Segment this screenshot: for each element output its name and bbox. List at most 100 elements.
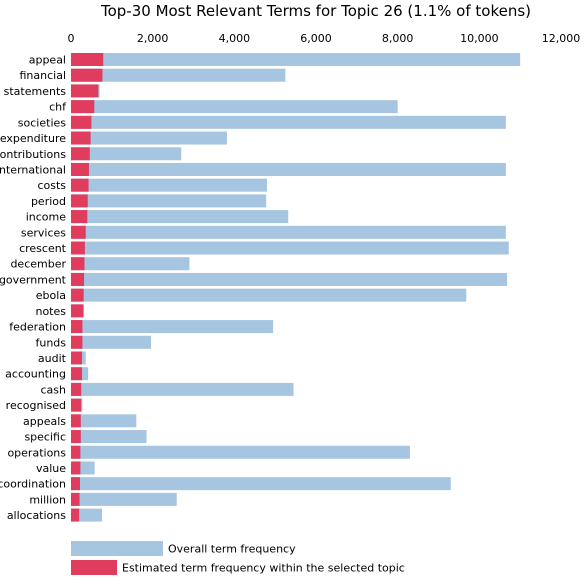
term-label: contributions xyxy=(0,148,66,161)
topic-frequency-bar xyxy=(71,84,99,98)
term-label: costs xyxy=(37,179,66,192)
topic-frequency-bar xyxy=(71,178,89,192)
topic-frequency-bar xyxy=(71,131,91,145)
term-label: chf xyxy=(49,101,67,114)
term-label: period xyxy=(31,195,66,208)
topic-frequency-bar xyxy=(71,68,103,82)
overall-frequency-bar xyxy=(71,414,137,428)
term-label: ebola xyxy=(36,289,66,302)
topic-frequency-bar xyxy=(71,288,84,302)
topic-frequency-bar xyxy=(71,53,104,66)
term-label: appeal xyxy=(29,54,66,67)
term-label: allocations xyxy=(7,509,66,522)
topic-frequency-bar xyxy=(71,492,80,506)
term-label: income xyxy=(26,211,67,224)
overall-frequency-bar xyxy=(71,430,147,444)
overall-frequency-bar xyxy=(71,178,267,192)
term-label: accounting xyxy=(5,368,66,381)
x-tick-label: 2,000 xyxy=(137,32,169,45)
term-label: operations xyxy=(7,446,66,459)
term-label: international xyxy=(0,163,66,176)
x-axis: 0 2,000 4,000 6,000 8,000 10,000 12,000 xyxy=(68,32,581,45)
legend: Overall term frequency Estimated term fr… xyxy=(71,541,405,575)
overall-frequency-bar xyxy=(71,53,521,66)
term-label: audit xyxy=(38,352,67,365)
overall-frequency-bar xyxy=(71,477,451,491)
x-tick-label: 8,000 xyxy=(382,32,414,45)
term-label: services xyxy=(21,226,66,239)
overall-frequency-bar xyxy=(71,272,508,286)
chart-title: Top-30 Most Relevant Terms for Topic 26 … xyxy=(100,2,531,20)
x-tick-label: 4,000 xyxy=(219,32,251,45)
legend-swatch-overall xyxy=(71,541,163,556)
overall-frequency-bar xyxy=(71,115,506,129)
topic-frequency-bar xyxy=(71,414,81,428)
term-label: crescent xyxy=(19,242,67,255)
topic-frequency-bar xyxy=(71,461,81,475)
overall-frequency-bar xyxy=(71,382,294,396)
legend-label-topic: Estimated term frequency within the sele… xyxy=(122,562,405,575)
term-label: cash xyxy=(41,383,67,396)
topic-frequency-bar xyxy=(71,304,84,318)
term-label: recognised xyxy=(6,399,66,412)
term-label: funds xyxy=(35,336,66,349)
term-label: societies xyxy=(18,116,66,129)
overall-frequency-bar xyxy=(71,225,506,239)
x-tick-label: 12,000 xyxy=(542,32,581,45)
overall-frequency-bar xyxy=(71,147,182,161)
overall-frequency-bar xyxy=(71,162,506,176)
overall-frequency-bar xyxy=(71,131,227,145)
overall-frequency-bar xyxy=(71,100,398,114)
overall-frequency-bar xyxy=(71,68,286,82)
topic-frequency-bar xyxy=(71,241,85,255)
topic-frequency-bar xyxy=(71,445,81,459)
overall-frequency-bar xyxy=(71,320,274,334)
overall-frequency-bar xyxy=(71,210,289,224)
term-label: million xyxy=(29,493,66,506)
topic-frequency-bar xyxy=(71,430,81,444)
term-label: december xyxy=(10,258,66,271)
term-label: expenditure xyxy=(0,132,66,145)
term-label: appeals xyxy=(23,415,66,428)
term-label: government xyxy=(0,273,67,286)
topic-frequency-bar xyxy=(71,210,88,224)
topic-frequency-bar xyxy=(71,508,80,522)
overall-frequency-bar xyxy=(71,241,509,255)
term-labels: appeal financial statements chf societies exp… xyxy=(0,54,67,523)
overall-frequency-bar xyxy=(71,194,267,208)
topic-frequency-bar xyxy=(71,147,90,161)
overall-frequency-bar xyxy=(71,492,177,506)
legend-label-overall: Overall term frequency xyxy=(168,543,296,556)
x-tick-label: 10,000 xyxy=(460,32,499,45)
term-label: coordination xyxy=(0,478,66,491)
topic-frequency-bar xyxy=(71,351,83,365)
topic-frequency-bar xyxy=(71,115,92,129)
topic-frequency-bar xyxy=(71,162,89,176)
overall-frequency-bar xyxy=(71,335,152,349)
overall-frequency-bar xyxy=(71,257,190,271)
topic-frequency-bar xyxy=(71,272,85,286)
topic-frequency-bar xyxy=(71,335,83,349)
bars xyxy=(71,53,521,522)
overall-frequency-bar xyxy=(71,445,410,459)
term-label: statements xyxy=(4,85,67,98)
topic-frequency-bar xyxy=(71,225,86,239)
legend-swatch-topic xyxy=(71,560,117,575)
term-label: notes xyxy=(35,305,66,318)
term-label: specific xyxy=(24,431,66,444)
term-label: financial xyxy=(19,69,66,82)
topic-frequency-bar xyxy=(71,477,80,491)
x-tick-label: 0 xyxy=(68,32,75,45)
term-label: federation xyxy=(9,321,66,334)
topic-frequency-bar xyxy=(71,398,82,412)
term-label: value xyxy=(36,462,66,475)
topic-frequency-bar xyxy=(71,194,88,208)
topic-frequency-bar xyxy=(71,320,83,334)
topic-frequency-bar xyxy=(71,100,95,114)
topic-frequency-bar xyxy=(71,367,83,381)
x-tick-label: 6,000 xyxy=(300,32,332,45)
overall-frequency-bar xyxy=(71,288,467,302)
topic-frequency-bar xyxy=(71,257,85,271)
topic-frequency-bar xyxy=(71,382,82,396)
